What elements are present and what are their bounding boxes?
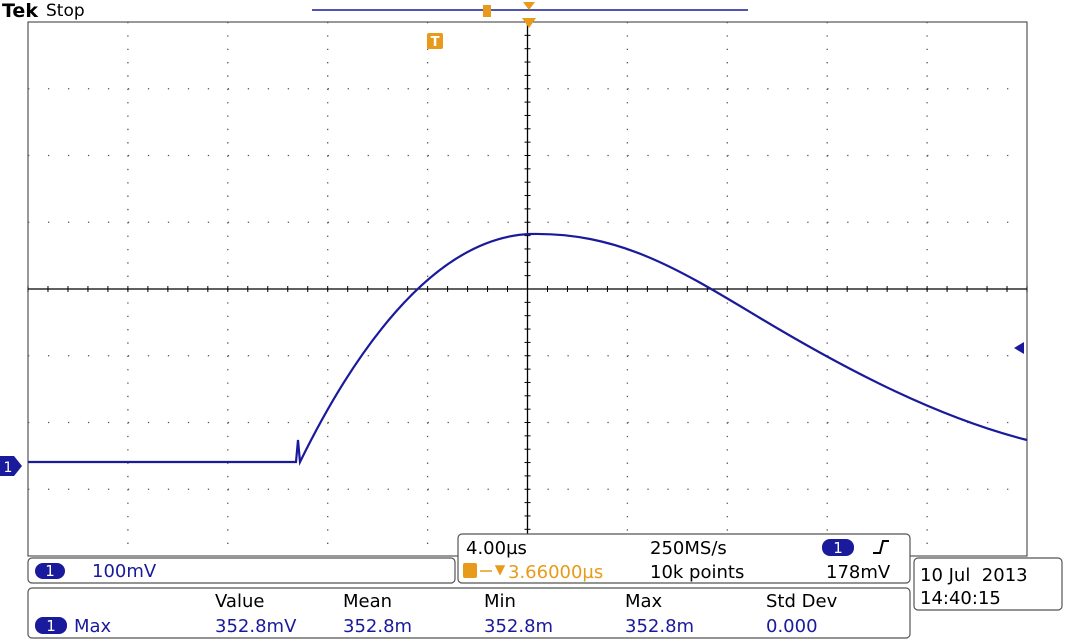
trigger-pos-marker <box>522 18 536 28</box>
trigger-channel: 1 <box>833 539 843 557</box>
measurement-table: Value 352.8mV Mean 352.8m Min 352.8m Max 352.8m… <box>215 591 838 637</box>
level-marker <box>1014 342 1024 354</box>
measure-header: Mean <box>343 591 392 612</box>
position-arrow <box>480 565 506 576</box>
measure-header: Std Dev <box>766 591 838 612</box>
date: 10 Jul 2013 <box>920 565 1028 586</box>
graticule <box>27 21 1028 557</box>
measure-header: Value <box>215 591 264 612</box>
trigger-position: 3.66000µs <box>508 562 603 583</box>
sample-rate: 250MS/s <box>650 538 727 559</box>
record-marker <box>483 5 491 17</box>
channel-box <box>27 557 456 584</box>
channel-badge-label: 1 <box>45 562 55 580</box>
channel-badge <box>35 563 65 579</box>
trigger-marker <box>427 33 443 49</box>
datetime-box <box>913 557 1063 611</box>
position-icon <box>463 563 477 578</box>
brand: Tek <box>2 0 38 22</box>
time: 14:40:15 <box>920 588 1001 609</box>
record-length: 10k points <box>650 562 744 583</box>
waveform <box>28 232 1028 467</box>
channel-marker-label: 1 <box>4 460 13 476</box>
measure-value: 352.8m <box>343 616 412 637</box>
timebase-box <box>457 533 911 584</box>
horizontal-scale: 4.00µs <box>466 538 527 559</box>
measure-value: 352.8m <box>625 616 694 637</box>
measure-name: Max <box>74 616 112 637</box>
trigger-level: 178mV <box>826 562 891 583</box>
trigger-marker-label: T <box>431 35 440 50</box>
measure-header: Min <box>484 591 516 612</box>
rising-edge-icon <box>873 540 889 554</box>
measure-channel: 1 <box>46 617 56 635</box>
trigger-pos-arrow <box>523 2 535 10</box>
measure-value: 0.000 <box>766 616 818 637</box>
trigger-channel-badge <box>822 539 854 556</box>
measure-value: 352.8mV <box>215 616 297 637</box>
measure-header: Max <box>625 591 663 612</box>
measure-value: 352.8m <box>484 616 553 637</box>
measure-channel-badge <box>35 617 67 634</box>
channel-scale: 100mV <box>92 561 157 582</box>
status: Stop <box>46 1 85 21</box>
channel-marker <box>0 456 22 476</box>
measurement-box <box>27 587 911 639</box>
